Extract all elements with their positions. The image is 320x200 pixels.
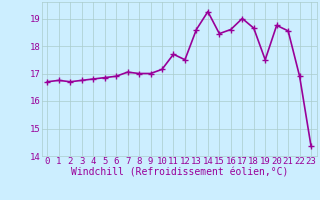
X-axis label: Windchill (Refroidissement éolien,°C): Windchill (Refroidissement éolien,°C)	[70, 168, 288, 178]
